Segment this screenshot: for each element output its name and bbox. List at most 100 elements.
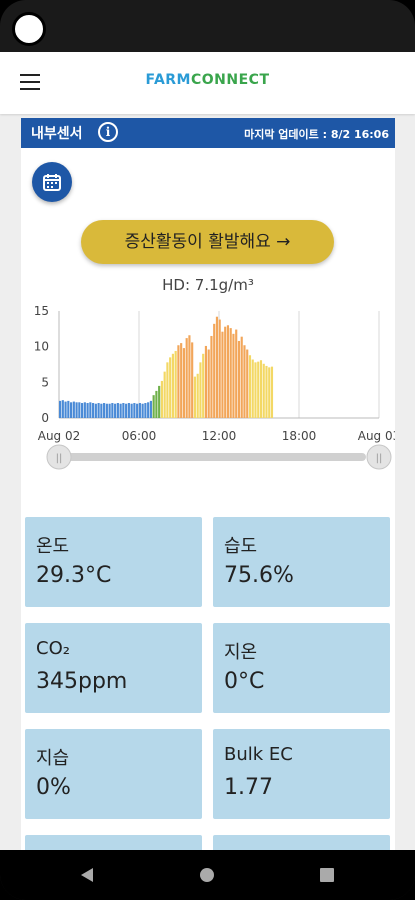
- app-bar: FARMCONNECT: [0, 52, 415, 114]
- sensor-label: 지온: [224, 642, 258, 663]
- chart-bar: [235, 329, 238, 418]
- chart-bar: [185, 338, 188, 418]
- time-range-right-grip: ||: [376, 453, 383, 464]
- chart-bar: [83, 402, 86, 418]
- sensor-tile-temperature[interactable]: 온도 29.3°C: [25, 517, 202, 607]
- chart-bar: [144, 403, 147, 418]
- chart-bar: [138, 403, 141, 418]
- card-header: 내부센서 i 마지막 업데이트 : 8/2 16:06: [21, 118, 395, 148]
- chart-bar: [177, 345, 180, 418]
- camera-cutout: [12, 12, 46, 46]
- chart-bar: [174, 350, 177, 418]
- sensor-tile-soil-temp[interactable]: 지온 0°C: [213, 623, 390, 713]
- calendar-icon: [43, 174, 61, 191]
- chart-bar: [160, 380, 163, 418]
- chart-y-tick-label: 0: [41, 411, 49, 425]
- info-icon[interactable]: i: [98, 122, 118, 142]
- chart-bar: [149, 400, 152, 418]
- chart-bar: [199, 362, 202, 418]
- chart-y-tick-label: 15: [34, 304, 49, 318]
- chart-bar: [70, 402, 73, 418]
- chart-bar: [89, 402, 92, 418]
- chart-bar: [136, 403, 139, 418]
- chart-bar: [133, 403, 136, 418]
- chart-bar: [125, 403, 128, 418]
- chart-bar: [86, 403, 89, 418]
- hd-readout: HD: 7.1g/m³: [162, 276, 254, 294]
- system-nav-bar: [0, 850, 415, 900]
- chart-bar: [243, 345, 246, 418]
- app-screen: FARMCONNECT 내부센서 i 마지막 업데이트 : 8/2 16:06: [0, 52, 415, 850]
- hamburger-menu-icon[interactable]: [20, 74, 40, 90]
- chart-bar: [204, 345, 208, 418]
- back-icon[interactable]: [80, 867, 94, 883]
- chart-bar: [141, 403, 144, 418]
- chart-bar: [105, 403, 108, 418]
- chart-bar: [152, 395, 155, 418]
- chart-bar: [180, 343, 183, 418]
- sensor-value: 29.3°C: [36, 563, 112, 588]
- internal-sensor-card: 내부센서 i 마지막 업데이트 : 8/2 16:06 증산활동이 활발해요: [21, 118, 395, 850]
- chart-bar: [169, 357, 172, 418]
- chart-bar: [270, 366, 274, 418]
- chart-bar: [257, 361, 260, 418]
- chart-bar: [259, 360, 263, 418]
- chart-bar: [215, 316, 219, 418]
- chart-bar: [64, 401, 67, 418]
- chart-x-tick-label: 18:00: [282, 429, 317, 443]
- sensor-value: 0°C: [224, 669, 265, 694]
- chart-bar: [207, 349, 210, 418]
- recent-apps-icon[interactable]: [320, 868, 334, 882]
- chart-bar: [232, 333, 235, 418]
- last-update-text: 마지막 업데이트 : 8/2 16:06: [244, 128, 389, 141]
- logo-connect-text: CONNECT: [191, 72, 270, 88]
- card-title: 내부센서: [31, 126, 83, 142]
- chart-bar: [218, 319, 221, 418]
- chart-bar: [78, 402, 81, 418]
- chart-bar: [224, 326, 227, 418]
- transpiration-status-button[interactable]: 증산활동이 활발해요 →: [81, 220, 334, 264]
- chart-bar: [202, 353, 205, 418]
- sensor-tile-partial[interactable]: [25, 835, 202, 850]
- sensor-label: CO₂: [36, 638, 70, 659]
- chart-x-tick-label: Aug 03: [358, 429, 395, 443]
- chart-bar: [262, 363, 265, 418]
- chart-bar: [92, 403, 95, 418]
- chart-bar: [229, 328, 232, 418]
- sensor-value: 1.77: [224, 775, 273, 800]
- chart-bar: [265, 365, 268, 418]
- sensor-tile-bulk-ec[interactable]: Bulk EC 1.77: [213, 729, 390, 819]
- chart-bar: [191, 342, 194, 418]
- chart-bar: [127, 403, 130, 418]
- chart-bar: [116, 403, 119, 418]
- chart-x-tick-label: 12:00: [202, 429, 237, 443]
- time-range-left-handle: [46, 444, 72, 470]
- sensor-tile-co2[interactable]: CO₂ 345ppm: [25, 623, 202, 713]
- chart-bar: [97, 403, 100, 418]
- chart-bar: [193, 376, 196, 418]
- home-icon[interactable]: [200, 868, 214, 882]
- chart-bar: [196, 373, 199, 418]
- chart-bar: [155, 390, 158, 418]
- hd-chart: 0 5 10 15 Aug 02 06:00 12:00 18:00 Aug 03 || ||: [34, 304, 395, 470]
- chart-bar: [163, 371, 166, 418]
- chart-bar: [158, 385, 161, 418]
- calendar-button[interactable]: [32, 162, 72, 202]
- chart-bar: [213, 323, 216, 418]
- chart-bar: [147, 402, 150, 418]
- chart-bar: [251, 359, 254, 418]
- sensor-value: 345ppm: [36, 669, 128, 694]
- chart-bar: [130, 403, 133, 418]
- sensor-label: 습도: [224, 536, 258, 557]
- sensor-tile-humidity[interactable]: 습도 75.6%: [213, 517, 390, 607]
- sensor-tile-soil-moisture[interactable]: 지습 0%: [25, 729, 202, 819]
- chart-bar: [119, 403, 122, 418]
- sensor-tile-partial[interactable]: [213, 835, 390, 850]
- chart-bar: [254, 362, 257, 418]
- chart-bar: [81, 403, 84, 418]
- chart-bar: [248, 355, 252, 418]
- chart-bar: [94, 403, 97, 418]
- time-range-track: [56, 453, 366, 461]
- chart-bar: [166, 362, 169, 418]
